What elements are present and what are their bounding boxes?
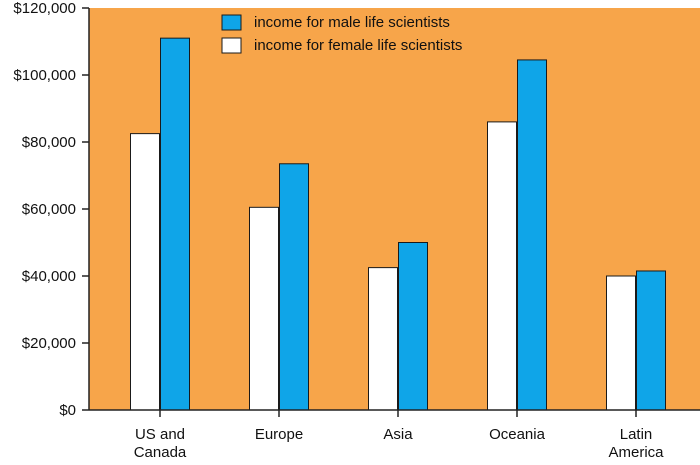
male-bar-0	[160, 37, 190, 411]
legend-swatch	[221, 14, 242, 31]
y-tick-label: $60,000	[22, 201, 76, 218]
category-label: Latin America	[608, 426, 664, 461]
male-bar-1	[279, 163, 309, 411]
legend: income for male life scientists income fo…	[221, 14, 462, 54]
male-bar-4	[636, 270, 666, 411]
category-label: Oceania	[489, 426, 546, 443]
male-bar-3	[517, 59, 547, 411]
y-tick-label: $80,000	[22, 134, 76, 151]
legend-label: income for female life scientists	[254, 37, 462, 54]
female-bar-2	[368, 267, 398, 411]
female-bar-1	[249, 206, 279, 411]
female-bar-3	[487, 121, 517, 411]
female-bar-0	[130, 133, 160, 411]
y-tick-label: $100,000	[13, 67, 76, 84]
male-bar-2	[398, 242, 428, 411]
y-tick-label: $20,000	[22, 335, 76, 352]
legend-label: income for male life scientists	[254, 14, 450, 31]
y-tick-label: $120,000	[13, 0, 76, 17]
legend-swatch	[221, 37, 242, 54]
y-axis-ticks: $0 $20,000 $40,000 $60,000 $80,000 $100,000 $1…	[13, 0, 89, 419]
x-axis-labels: US and Canada Europe Asia Oceania Latin Americ…	[134, 426, 664, 461]
category-label: Asia	[383, 426, 413, 443]
bars-group	[130, 37, 666, 411]
female-bar-4	[606, 275, 636, 411]
y-tick-label: $0	[59, 402, 76, 419]
category-label: Europe	[255, 426, 303, 443]
category-label: US and Canada	[134, 426, 187, 461]
y-tick-label: $40,000	[22, 268, 76, 285]
